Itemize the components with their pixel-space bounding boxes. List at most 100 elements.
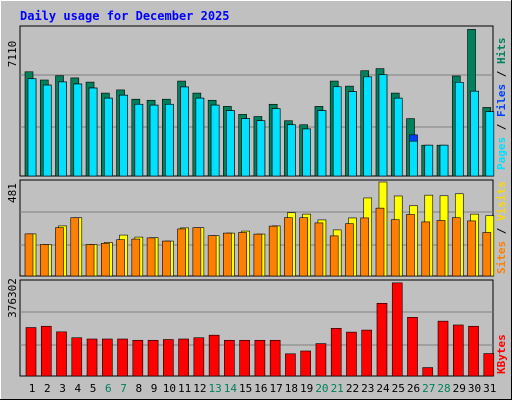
sites-bar xyxy=(192,227,202,277)
legend-sep: / xyxy=(495,221,508,241)
day-label: 24 xyxy=(376,382,390,395)
day-label: 31 xyxy=(483,382,496,395)
kbytes-bar xyxy=(147,339,159,377)
sites-bar xyxy=(146,237,156,277)
legend-kbytes: KBytes xyxy=(495,334,508,374)
sites-bar xyxy=(467,220,476,277)
pages-bar xyxy=(363,76,373,177)
kbytes-bar xyxy=(56,331,67,377)
pages-bar xyxy=(165,103,174,177)
day-label: 10 xyxy=(163,382,176,395)
kbytes-bar xyxy=(407,317,418,377)
day-label: 7 xyxy=(120,382,127,395)
sites-bar xyxy=(101,242,110,277)
day-label: 13 xyxy=(208,382,221,395)
kbytes-bar xyxy=(208,334,220,377)
pages-bar xyxy=(393,97,403,177)
sites-bar xyxy=(436,220,446,277)
hits-files-pages-panel xyxy=(19,25,495,177)
sites-bar xyxy=(177,228,186,277)
kbytes-bar xyxy=(132,339,144,377)
day-label: 23 xyxy=(361,382,374,395)
kbytes-bar xyxy=(330,327,342,377)
kbytes-bar xyxy=(193,337,205,377)
bot-ymax-label: 376302 xyxy=(6,278,19,318)
day-label: 6 xyxy=(105,382,112,395)
day-label: 16 xyxy=(254,382,267,395)
kbytes-bar xyxy=(86,338,98,377)
pages-bar xyxy=(409,140,418,177)
pages-bar xyxy=(58,81,67,177)
sites-bar xyxy=(238,232,247,277)
day-label: 1 xyxy=(29,382,36,395)
sites-bar xyxy=(162,240,171,277)
legend-sep: / xyxy=(495,64,508,84)
day-label: 19 xyxy=(300,382,313,395)
day-label: 28 xyxy=(437,382,450,395)
kbytes-bar xyxy=(102,338,113,377)
kbytes-bar xyxy=(346,331,357,377)
sites-bar xyxy=(375,207,385,277)
kbytes-bar xyxy=(71,337,83,377)
kbytes-bar xyxy=(483,353,495,377)
sites-bar xyxy=(299,217,308,277)
pages-bar xyxy=(439,144,449,177)
day-label: 27 xyxy=(422,382,435,395)
sites-bar xyxy=(85,244,95,277)
kbytes-bar xyxy=(163,339,174,377)
legend-files: Files xyxy=(495,84,508,117)
top-ymax-label: 7110 xyxy=(6,41,19,68)
pages-bar xyxy=(332,86,342,177)
pages-bar xyxy=(317,110,327,177)
kbytes-bar xyxy=(315,343,327,377)
pages-bar xyxy=(485,111,495,177)
pages-bar xyxy=(104,97,113,177)
kbytes-bar xyxy=(224,339,235,377)
kbytes-bar xyxy=(361,329,373,377)
day-label: 22 xyxy=(346,382,359,395)
sites-bar xyxy=(268,225,278,277)
sites-bar xyxy=(421,221,431,277)
mid-ymax-label: 481 xyxy=(6,183,19,203)
pages-bar xyxy=(348,91,357,177)
pages-bar xyxy=(424,144,434,177)
kbytes-bar xyxy=(376,302,388,377)
chart-title: Daily usage for December 2025 xyxy=(20,9,230,23)
sites-bar xyxy=(253,233,263,277)
pages-bar xyxy=(149,104,159,177)
sites-bar xyxy=(406,214,415,277)
legend-pages: Pages xyxy=(495,137,508,170)
pages-bar xyxy=(195,97,205,177)
visits-sites-panel xyxy=(19,179,495,277)
kbytes-bar xyxy=(468,325,479,377)
kbytes-bar xyxy=(117,338,128,377)
sites-bar xyxy=(39,244,49,277)
kbytes-bar xyxy=(25,327,37,377)
day-label: 26 xyxy=(407,382,420,395)
kbytes-bar xyxy=(285,353,296,377)
kbytes-bar xyxy=(422,367,434,377)
day-label: 21 xyxy=(331,382,344,395)
sites-bar xyxy=(131,238,141,277)
legend-sep: / xyxy=(495,117,508,137)
pages-bar xyxy=(226,110,235,177)
kbytes-bar xyxy=(452,324,464,377)
pages-bar xyxy=(119,94,128,177)
legend-hits: Hits xyxy=(495,38,508,65)
pages-bar xyxy=(378,74,388,177)
mid-legend: Sites / Visits xyxy=(495,181,508,274)
kbytes-bar xyxy=(239,339,250,377)
day-label: 29 xyxy=(453,382,466,395)
legend-visits: Visits xyxy=(495,181,508,221)
day-label: 5 xyxy=(90,382,97,395)
pages-bar xyxy=(134,103,144,177)
pages-bar xyxy=(42,84,52,177)
sites-bar xyxy=(329,235,339,277)
day-label: 18 xyxy=(285,382,298,395)
pages-bar xyxy=(241,118,250,177)
day-label: 30 xyxy=(468,382,481,395)
sites-bar xyxy=(345,223,354,277)
pages-bar xyxy=(180,86,189,177)
kbytes-bar xyxy=(391,282,403,377)
kbytes-panel xyxy=(19,279,495,377)
